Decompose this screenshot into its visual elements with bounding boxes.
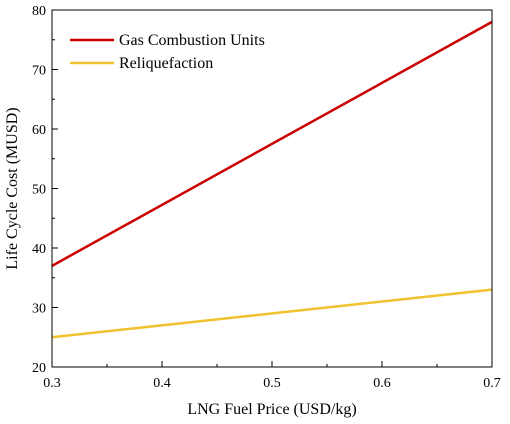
legend: Gas Combustion Units Reliquefaction	[70, 32, 265, 72]
y-axis-ticks: 20 30 40 50 60 70 80	[32, 4, 58, 376]
y-tick-label: 60	[32, 123, 46, 138]
y-tick-label: 80	[32, 4, 46, 19]
x-axis-title: LNG Fuel Price (USD/kg)	[187, 401, 356, 418]
x-tick-label: 0.3	[43, 376, 61, 391]
y-tick-label: 40	[32, 242, 46, 257]
series-line-0	[51, 20, 493, 267]
y-tick-label: 70	[32, 64, 46, 79]
y-tick-label: 20	[32, 361, 46, 376]
x-tick-label: 0.7	[483, 376, 501, 391]
series-line-1	[51, 288, 493, 339]
x-tick-label: 0.4	[153, 376, 171, 391]
plot-frame	[51, 9, 493, 368]
legend-label-1: Reliquefaction	[119, 55, 213, 72]
legend-label-0: Gas Combustion Units	[119, 32, 265, 49]
y-tick-label: 30	[32, 302, 46, 317]
y-tick-label: 50	[32, 183, 46, 198]
x-tick-label: 0.5	[263, 376, 281, 391]
x-axis-ticks: 0.3 0.4 0.5 0.6 0.7	[43, 361, 501, 391]
series-lines	[51, 20, 493, 339]
x-tick-label: 0.6	[373, 376, 391, 391]
y-axis-title: Life Cycle Cost (MUSD)	[4, 107, 21, 269]
